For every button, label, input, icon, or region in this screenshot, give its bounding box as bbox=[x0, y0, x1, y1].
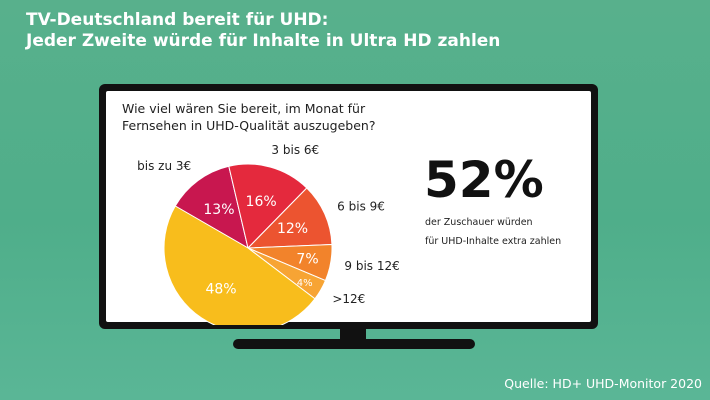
pie-value-label: 13% bbox=[203, 202, 234, 218]
highlight-percentage: 52% bbox=[424, 151, 544, 209]
pie-slice-bis-zu-3 bbox=[174, 165, 249, 250]
pie-category-label: 3 bis 6€ bbox=[271, 143, 319, 157]
pie-chart: 13% bis zu 3€ 16% 3 bis 6€ 12% 6 bis 9€ 7% 9 bi… bbox=[137, 143, 400, 325]
pie-category-label: 9 bis 12€ bbox=[344, 259, 399, 273]
pie-value-label: 7% bbox=[296, 252, 318, 268]
pie-category-label: 6 bis 9€ bbox=[337, 200, 385, 214]
highlight-caption-line-2: für UHD-Inhalte extra zahlen bbox=[425, 236, 562, 247]
pie-category-label: >12€ bbox=[332, 292, 365, 306]
pie-value-label: 16% bbox=[246, 194, 277, 210]
pie-value-label: 48% bbox=[205, 282, 236, 298]
question-line-1: Wie viel wären Sie bereit, im Monat für bbox=[122, 101, 366, 116]
pie-slice-6-bis-9 bbox=[246, 187, 333, 249]
headline-line-2: Jeder Zweite würde für Inhalte in Ultra … bbox=[26, 31, 501, 51]
pie-value-label: 4% bbox=[297, 278, 313, 289]
highlight-caption-line-1: der Zuschauer würden bbox=[425, 217, 533, 228]
headline: TV-Deutschland bereit für UHD: Jeder Zwe… bbox=[26, 10, 500, 52]
highlight-caption: der Zuschauer würden für UHD-Inhalte ext… bbox=[425, 213, 561, 251]
question-line-2: Fernsehen in UHD-Qualität auszugeben? bbox=[122, 118, 376, 133]
pie-value-label: 12% bbox=[277, 221, 308, 237]
headline-line-1: TV-Deutschland bereit für UHD: bbox=[26, 10, 329, 30]
pie-slice-0 bbox=[163, 205, 316, 325]
pie-category-label: bis zu 3€ bbox=[137, 159, 191, 173]
survey-question: Wie viel wären Sie bereit, im Monat für … bbox=[122, 100, 375, 134]
pie-slice-3-bis-6 bbox=[228, 163, 308, 249]
tv-stand-base bbox=[233, 339, 475, 349]
source-note: Quelle: HD+ UHD-Monitor 2020 bbox=[504, 376, 702, 391]
tv-stand-neck bbox=[340, 329, 366, 341]
